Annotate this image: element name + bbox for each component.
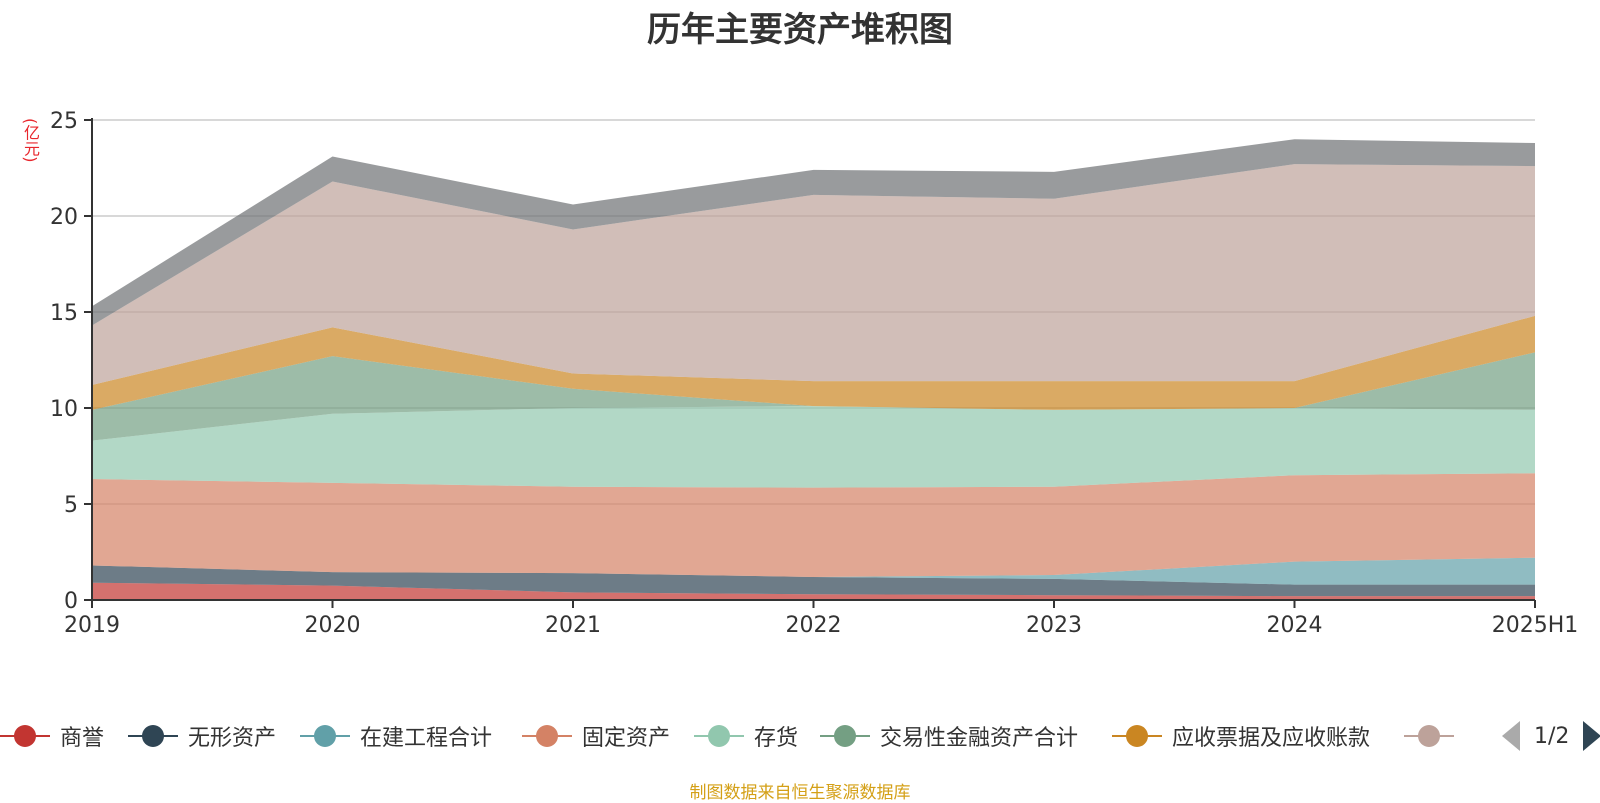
legend-label: 商誉 — [60, 726, 105, 751]
y-tick-label: 15 — [50, 301, 78, 326]
x-tick-label: 2020 — [305, 613, 361, 638]
area-series — [92, 352, 1535, 441]
chart-title: 历年主要资产堆积图 — [647, 10, 953, 50]
legend-marker — [1112, 718, 1162, 754]
legend: 商誉 无形资产 在建工程合计 固定资产 存货 交易性金融资产合计 应收票据及 — [0, 718, 1600, 754]
legend-label: 在建工程合计 — [360, 726, 493, 751]
area-series — [92, 565, 1535, 597]
area-series — [92, 557, 1535, 585]
legend-label: 固定资产 — [582, 726, 671, 751]
x-tick-label: 2019 — [64, 613, 120, 638]
legend-item[interactable]: 在建工程合计 — [300, 718, 492, 754]
x-tick-label: 2024 — [1267, 613, 1323, 638]
y-axis-label: (亿元) — [21, 118, 40, 163]
legend-marker — [522, 718, 572, 754]
legend-prev-page-icon[interactable] — [1502, 721, 1520, 751]
legend-label: 无形资产 — [188, 726, 277, 751]
legend-item[interactable]: 存货 — [694, 718, 798, 754]
x-tick-label: 2021 — [545, 613, 601, 638]
area-series — [92, 164, 1535, 385]
legend-marker — [128, 718, 178, 754]
area-series — [92, 406, 1535, 488]
legend-page-indicator: 1/2 — [1534, 723, 1570, 749]
x-tick-label: 2022 — [786, 613, 842, 638]
legend-item[interactable]: 固定资产 — [522, 718, 670, 754]
legend-next-page-icon[interactable] — [1583, 721, 1600, 751]
x-tick-label: 2023 — [1026, 613, 1082, 638]
legend-label: 交易性金融资产合计 — [880, 726, 1079, 751]
legend-marker — [0, 718, 50, 754]
legend-item[interactable] — [1404, 718, 1454, 754]
y-tick-label: 5 — [64, 493, 78, 518]
area-series — [92, 139, 1535, 326]
y-tick-label: 0 — [64, 589, 78, 614]
legend-item[interactable]: 商誉 — [0, 718, 104, 754]
legend-label: 存货 — [754, 726, 799, 751]
legend-pager: 1/2 — [1502, 718, 1600, 754]
y-tick-label: 20 — [50, 205, 78, 230]
legend-item[interactable]: 无形资产 — [128, 718, 276, 754]
x-tick-label: 2025H1 — [1492, 613, 1579, 638]
y-tick-label: 25 — [50, 109, 78, 134]
legend-marker — [820, 718, 870, 754]
source-note: 制图数据来自恒生聚源数据库 — [689, 783, 911, 803]
legend-marker — [694, 718, 744, 754]
legend-label: 应收票据及应收账款 — [1172, 726, 1371, 751]
y-tick-label: 10 — [50, 397, 78, 422]
legend-item[interactable]: 交易性金融资产合计 — [820, 718, 1078, 754]
legend-item[interactable]: 应收票据及应收账款 — [1112, 718, 1370, 754]
legend-marker — [300, 718, 350, 754]
legend-marker — [1404, 718, 1454, 754]
area-series — [92, 473, 1535, 577]
area-series — [92, 315, 1535, 410]
